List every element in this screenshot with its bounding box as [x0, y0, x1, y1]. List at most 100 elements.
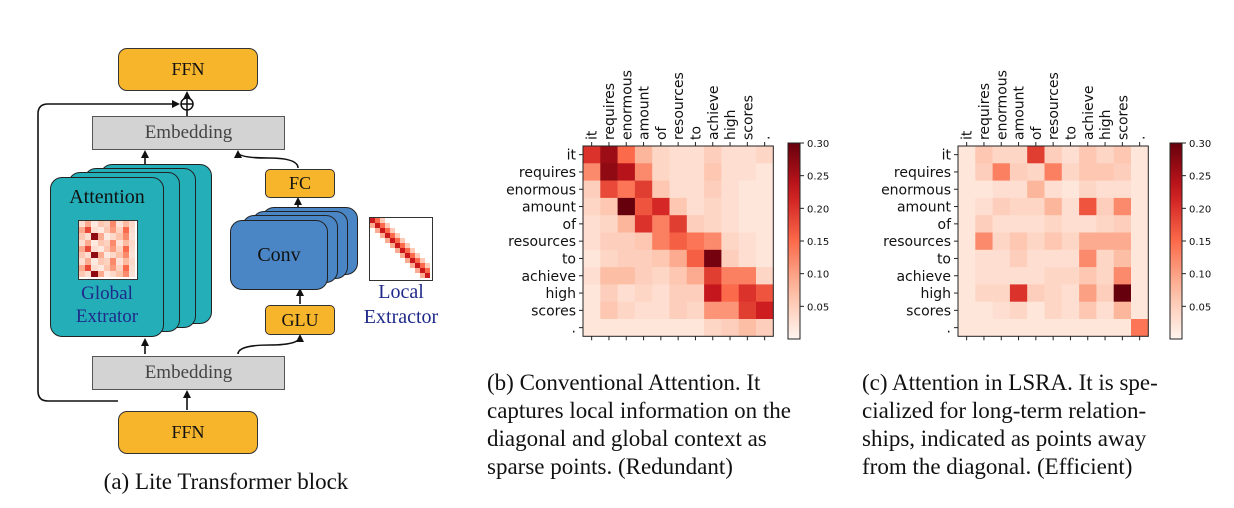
- ffn-bottom-label: FFN: [171, 422, 205, 442]
- attention-thumbnail-cell: [116, 258, 123, 265]
- conv-attn-cell: [617, 197, 636, 216]
- lsra-attn-xtick-label: requires: [977, 83, 993, 140]
- conv-attn-cell: [600, 146, 618, 164]
- local-thumbnail-cell: [370, 218, 376, 224]
- conv-attn-cell: [652, 319, 670, 337]
- conv-attn-cell: [634, 301, 653, 320]
- conv-attn-cell: [756, 215, 774, 233]
- attention-thumbnail-cell: [122, 233, 130, 241]
- conv-attn-cell: [738, 197, 757, 216]
- lsra-attn-colorbar: [1169, 142, 1183, 340]
- local-thumbnail-cell: [410, 248, 416, 254]
- conv-attn-cell: [704, 284, 722, 302]
- conv-attn-cell: [686, 267, 705, 285]
- caption-b-line-2: captures local information on the: [487, 398, 792, 423]
- conv-attn-colorbar-label: 0.25: [807, 172, 829, 183]
- lsra-attn-cell: [1009, 197, 1028, 216]
- attention-thumbnail-cell: [79, 264, 86, 272]
- conv-attn-cell: [634, 232, 653, 251]
- lsra-attn-cell: [1096, 319, 1114, 337]
- conv-attn-ytick-label: to: [562, 251, 576, 267]
- lsra-attn-ytick-label: of: [938, 217, 953, 233]
- conv-attn-cell: [652, 215, 670, 233]
- conv-attn-cell: [704, 249, 722, 268]
- conv-attn-cell: [634, 284, 653, 302]
- local-thumbnail-cell: [385, 228, 391, 234]
- lsra-attn-cell: [1096, 180, 1114, 199]
- conv-attn-cell: [634, 146, 653, 164]
- conv-attn-cell: [756, 197, 774, 216]
- lsra-attn-cell: [992, 163, 1011, 181]
- conv-attn-cell: [704, 180, 722, 199]
- conv-attn-cell: [721, 197, 739, 216]
- lsra-attn-cell: [992, 197, 1011, 216]
- conv-attn-cell: [652, 232, 670, 251]
- attention-head-front: Attention Global Extrator: [50, 177, 164, 337]
- lsra-attn-cell: [975, 267, 993, 285]
- conv-attn-cell: [634, 215, 653, 233]
- lsra-attn-cell: [1131, 180, 1149, 199]
- lsra-attn-cell: [1096, 301, 1114, 320]
- conv-attn-cell: [704, 146, 722, 164]
- conv-attn-cell: [669, 249, 688, 268]
- lsra-attn-cell: [1027, 197, 1045, 216]
- local-thumbnail-cell: [390, 228, 396, 234]
- conv-attn-ytick-label: of: [563, 217, 578, 233]
- lsra-attn-cell: [1009, 284, 1028, 302]
- lsra-attn-cell: [958, 284, 976, 302]
- lsra-attn-cell: [1061, 197, 1080, 216]
- lsra-attn-cell: [1044, 146, 1063, 164]
- lsra-attn-cell: [975, 163, 993, 181]
- lsra-attn-cell: [1061, 232, 1080, 251]
- lsra-attn-cell: [958, 180, 976, 199]
- lsra-attn-cell: [1113, 180, 1132, 199]
- attention-thumbnail-cell: [122, 245, 130, 253]
- attention-thumbnail-cell: [79, 233, 86, 241]
- lsra-attn-cell: [1061, 249, 1080, 268]
- attention-thumbnail-cell: [116, 239, 123, 247]
- lsra-attn-cell: [1096, 232, 1114, 251]
- conv-attn-cell: [738, 301, 757, 320]
- local-thumbnail-cell: [385, 238, 391, 244]
- conv-attn-cell: [738, 232, 757, 251]
- conv-attn-cell: [583, 284, 601, 302]
- lsra-attn-xtick-label: .: [1133, 136, 1149, 140]
- conv-attn-ytick-label: scores: [531, 303, 576, 319]
- attention-thumbnail-cell: [122, 252, 130, 259]
- conv-attn-cell: [652, 180, 670, 199]
- local-thumbnail-cell: [390, 233, 396, 239]
- lsra-attn-ytick-label: resources: [883, 234, 951, 250]
- lsra-attn-cell: [1044, 163, 1063, 181]
- local-thumbnail-cell: [380, 223, 386, 229]
- conv-attn-cell: [583, 180, 601, 199]
- lsra-attn-cell: [992, 319, 1011, 337]
- conv-attn-cell: [738, 215, 757, 233]
- attention-thumbnail-cell: [128, 252, 136, 259]
- lsra-attn-cell: [1131, 319, 1149, 337]
- conv-attn-xtick-label: amount: [637, 85, 653, 140]
- conv-attn-cell: [686, 197, 705, 216]
- caption-c: (c) Attention in LSRA. It is spe- cializ…: [862, 369, 1212, 481]
- attention-thumbnail-cell: [110, 221, 117, 228]
- attention-pattern-thumbnail: [78, 220, 138, 280]
- attention-thumbnail-cell: [79, 221, 86, 228]
- conv-attn-cell: [617, 215, 636, 233]
- local-thumbnail-cell: [405, 243, 411, 249]
- local-thumbnail-cell: [385, 233, 391, 239]
- attention-label: Attention: [69, 186, 145, 208]
- local-thumbnail-cell: [380, 228, 386, 234]
- attention-thumbnail-cell: [116, 264, 123, 272]
- global-extractor-label-1: Global: [81, 283, 133, 304]
- local-thumbnail-cell: [405, 253, 411, 259]
- conv-attn-cell: [652, 163, 670, 181]
- attention-thumbnail-cell: [85, 221, 92, 228]
- attention-thumbnail-cell: [97, 221, 105, 228]
- embedding-top-block: Embedding: [92, 116, 285, 150]
- local-thumbnail-cell: [420, 263, 426, 269]
- attention-thumbnail-cell: [122, 227, 130, 234]
- conv-attn-xtick-label: it: [585, 130, 601, 140]
- glu-block: GLU: [265, 305, 335, 335]
- local-thumbnail-cell: [425, 268, 431, 274]
- local-thumbnail-cell: [425, 273, 431, 279]
- lsra-attn-xtick-label: to: [1063, 126, 1079, 140]
